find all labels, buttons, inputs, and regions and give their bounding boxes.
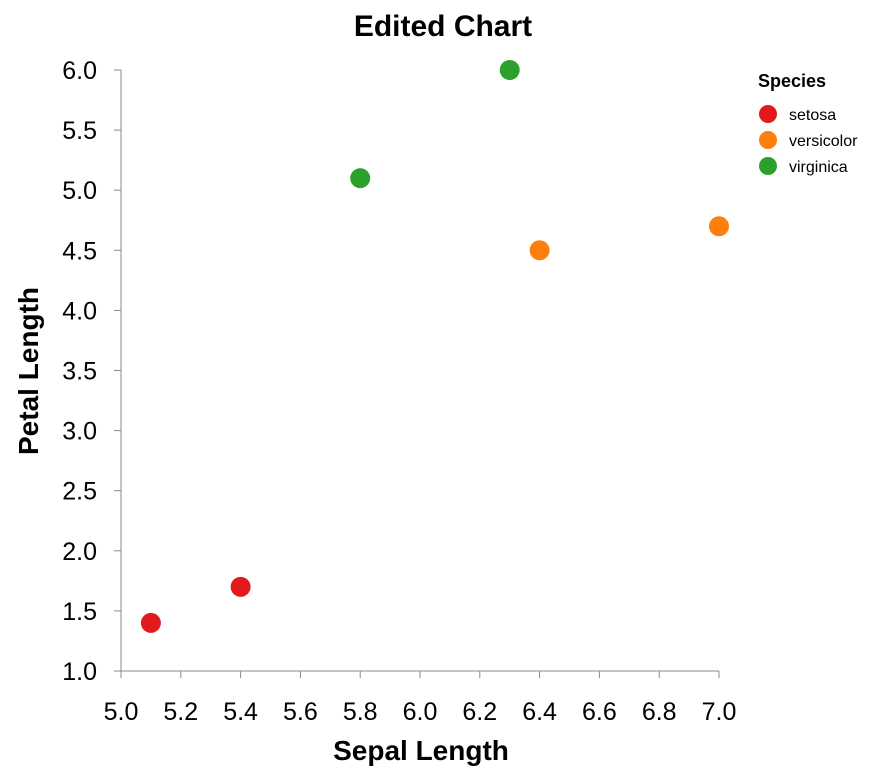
y-axis: 1.0 1.5 2.0 2.5 3.0 3.5 4.0 4.5 5.0 5.5 6.0 (62, 57, 122, 686)
x-tick-label: 6.4 (522, 698, 557, 726)
legend-label: versicolor (789, 133, 858, 150)
y-tick-label: 2.5 (62, 478, 97, 506)
data-points (140, 60, 729, 633)
y-tick-label: 6.0 (62, 57, 97, 85)
data-point-versicolor-1 (529, 240, 550, 261)
x-tick-label: 5.8 (343, 698, 378, 726)
y-tick-label: 5.5 (62, 117, 97, 145)
x-axis-title: Sepal Length (333, 735, 509, 766)
chart-title: Edited Chart (354, 10, 532, 43)
x-tick-label: 5.4 (223, 698, 258, 726)
data-point-setosa-1 (140, 612, 161, 633)
x-tick-label: 6.8 (642, 698, 677, 726)
y-tick-label: 1.5 (62, 598, 97, 626)
x-tick-label: 6.0 (403, 698, 438, 726)
legend-label: setosa (789, 107, 836, 124)
legend-swatch (759, 131, 777, 149)
legend-item-versicolor: versicolor (759, 131, 858, 150)
legend-item-setosa: setosa (759, 105, 836, 124)
data-point-versicolor-2 (709, 216, 729, 237)
x-axis: 5.0 5.2 5.4 5.6 5.8 6.0 6.2 6.4 6.6 6.8 7.0 (104, 670, 737, 726)
y-tick-label: 4.0 (62, 297, 97, 325)
y-tick-label: 5.0 (62, 177, 97, 205)
x-tick-label: 6.2 (462, 698, 497, 726)
legend-swatch (759, 105, 777, 123)
x-tick-label: 5.0 (104, 698, 139, 726)
x-tick-label: 5.6 (283, 698, 318, 726)
x-tick-label: 6.6 (582, 698, 617, 726)
legend: Species setosa versicolor virginica (758, 71, 858, 176)
data-point-virginica-2 (499, 60, 520, 80)
y-tick-label: 1.0 (62, 658, 97, 686)
y-tick-label: 3.5 (62, 358, 97, 386)
legend-title: Species (758, 71, 826, 91)
data-point-virginica-1 (350, 168, 371, 189)
y-tick-label: 3.0 (62, 418, 97, 446)
legend-label: virginica (789, 159, 848, 176)
y-tick-label: 2.0 (62, 538, 97, 566)
x-tick-label: 7.0 (702, 698, 737, 726)
data-point-setosa-2 (230, 576, 251, 597)
y-tick-label: 4.5 (62, 237, 97, 265)
legend-swatch (759, 157, 777, 175)
y-axis-title: Petal Length (13, 287, 44, 455)
legend-item-virginica: virginica (759, 157, 848, 176)
x-tick-label: 5.2 (163, 698, 198, 726)
